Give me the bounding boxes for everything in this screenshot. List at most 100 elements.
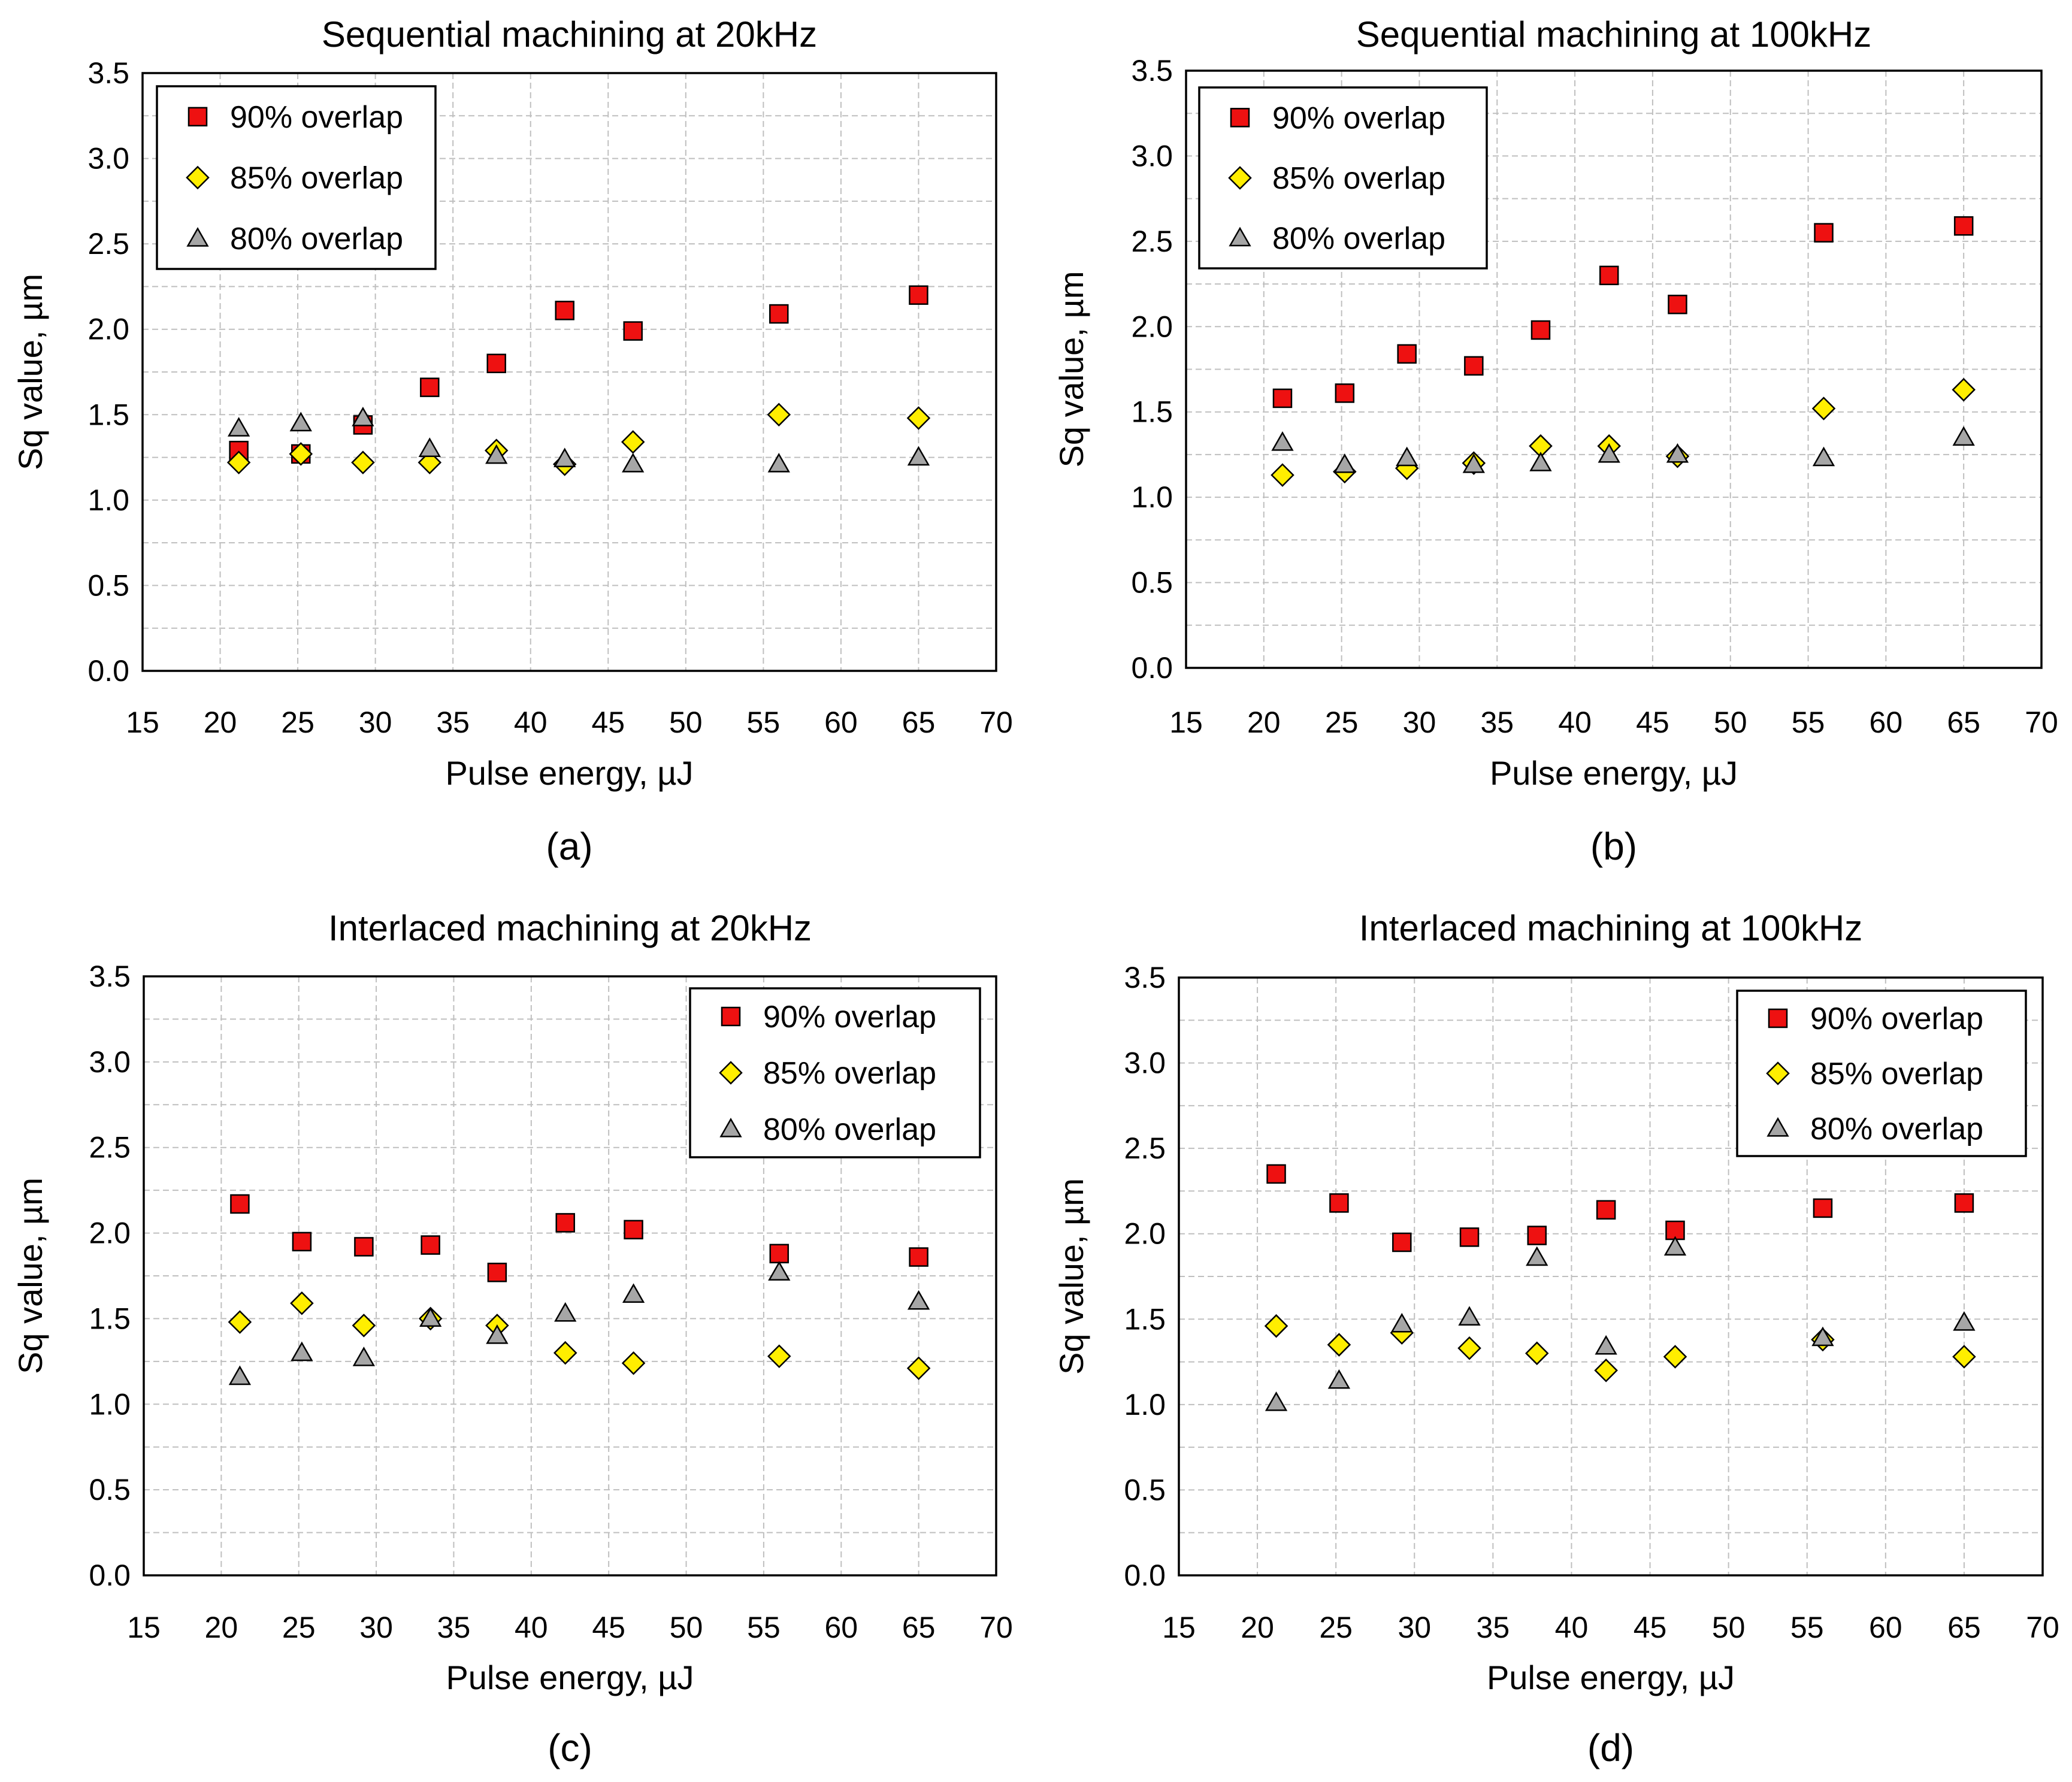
data-point <box>289 412 312 432</box>
data-point <box>1811 1326 1834 1347</box>
y-tick-label: 3.5 <box>89 960 131 993</box>
data-point <box>1333 453 1356 473</box>
data-point <box>352 1347 376 1366</box>
triangle-marker-icon <box>1229 226 1251 247</box>
data-point <box>768 1261 791 1281</box>
data-point <box>554 1302 577 1322</box>
series-80-overlap <box>1271 426 1975 473</box>
legend-entry: 80% overlap <box>1810 1112 1983 1146</box>
diamond-marker-icon <box>719 1061 743 1085</box>
data-point <box>553 447 576 468</box>
x-tick-label: 40 <box>1558 706 1592 739</box>
chart-panel-a: 15 20 25 30 35 40 45 50 55 60 65 70 0.0 0.5 1.0 1.5 2.0 2… <box>11 14 1013 868</box>
plot-frame <box>143 975 997 1577</box>
data-point <box>769 1244 790 1264</box>
y-tick-label: 1.0 <box>1131 480 1173 514</box>
data-point <box>622 1283 645 1303</box>
series-90-overlap <box>1272 216 1974 409</box>
series-85-overlap <box>228 1291 931 1381</box>
data-point <box>1814 223 1834 243</box>
data-point <box>1462 453 1485 473</box>
x-tick-label: 40 <box>1555 1611 1589 1644</box>
data-point <box>1666 443 1689 463</box>
square-marker-icon <box>721 1006 741 1027</box>
x-tick-label: 25 <box>281 706 314 739</box>
x-tick-label: 15 <box>127 1611 161 1644</box>
data-point <box>1598 443 1620 463</box>
y-axis-label: Sq value, µm <box>11 274 49 470</box>
data-point <box>906 1356 931 1381</box>
x-tick-label: 55 <box>747 1611 781 1644</box>
chart-panel-b: 15 20 25 30 35 40 45 50 55 60 65 70 0.0 0.5 1.0 1.5 2.0 2… <box>1052 14 2058 868</box>
data-point <box>226 450 251 474</box>
data-point <box>1668 295 1687 314</box>
x-tick-label: 25 <box>282 1611 316 1644</box>
legend-entry: 80% overlap <box>1272 222 1445 256</box>
x-tick-label: 40 <box>515 1611 548 1644</box>
y-tick-label: 2.0 <box>1124 1217 1166 1251</box>
y-tick-label: 0.0 <box>1131 651 1173 685</box>
diamond-marker-icon <box>1228 166 1252 190</box>
data-point <box>1529 452 1552 471</box>
data-point <box>1265 1391 1288 1411</box>
data-point <box>1526 1246 1548 1266</box>
data-point <box>1335 383 1355 403</box>
x-tick-label: 65 <box>1947 1611 1981 1644</box>
data-point <box>1594 1359 1618 1382</box>
gridlines <box>1186 71 2041 668</box>
x-tick-label: 15 <box>126 706 159 739</box>
y-tick-label: 2.0 <box>87 313 129 346</box>
chart-panel-c: 15 20 25 30 35 40 45 50 55 60 65 70 0.0 0.5 1.0 1.5 2.0 2… <box>11 908 1013 1769</box>
x-tick-label: 15 <box>1162 1611 1196 1644</box>
data-point <box>1954 1193 1974 1213</box>
data-point <box>420 377 440 397</box>
data-point <box>1464 356 1484 376</box>
y-tick-label: 1.5 <box>87 398 129 431</box>
x-tick-label: 65 <box>902 1611 936 1644</box>
y-tick-label: 0.5 <box>89 1473 131 1506</box>
x-tick-label: 45 <box>1636 706 1669 739</box>
y-axis-label: Sq value, µm <box>1052 271 1090 468</box>
x-tick-label: 70 <box>979 1611 1013 1644</box>
x-tick-label: 25 <box>1325 706 1359 739</box>
y-tick-label: 1.5 <box>1124 1302 1166 1336</box>
data-point <box>1392 1232 1412 1252</box>
data-point <box>1812 446 1835 467</box>
data-point <box>1953 1311 1976 1331</box>
data-point <box>909 1247 928 1267</box>
y-tick-label: 2.0 <box>89 1217 131 1250</box>
data-point <box>419 1307 442 1327</box>
data-point <box>769 304 789 324</box>
data-point <box>1390 1312 1413 1333</box>
x-tick-label: 50 <box>669 706 703 739</box>
x-tick-label: 50 <box>1712 1611 1746 1644</box>
series-80-overlap <box>1265 1236 1976 1411</box>
x-tick-label: 70 <box>2025 706 2058 739</box>
x-tick-label: 70 <box>2026 1611 2059 1644</box>
data-point <box>767 452 790 473</box>
square-marker-icon <box>1768 1008 1788 1028</box>
panel-caption: (d) <box>1587 1726 1634 1769</box>
y-tick-label: 3.5 <box>1124 961 1166 994</box>
x-tick-label: 25 <box>1319 1611 1353 1644</box>
data-point <box>1457 1336 1481 1360</box>
data-point <box>1952 377 1976 402</box>
x-tick-label: 45 <box>592 1611 625 1644</box>
triangle-marker-icon <box>186 227 209 247</box>
x-tick-label: 45 <box>591 706 625 739</box>
data-point <box>291 1341 313 1362</box>
legend-entry: 85% overlap <box>230 161 403 196</box>
x-tick-label: 20 <box>1247 706 1281 739</box>
panel-caption: (a) <box>546 825 592 868</box>
data-point <box>1813 1198 1833 1218</box>
data-point <box>230 1194 250 1214</box>
data-point <box>292 1232 312 1252</box>
data-point <box>1327 1333 1351 1357</box>
data-point <box>1952 426 1975 446</box>
y-tick-label: 3.0 <box>1131 139 1173 173</box>
y-tick-label: 2.0 <box>1131 310 1173 343</box>
x-axis-label: Pulse energy, µJ <box>1490 754 1738 792</box>
series-80-overlap <box>228 1261 930 1385</box>
legend-entry: 80% overlap <box>230 222 403 256</box>
data-point <box>1458 1306 1481 1326</box>
